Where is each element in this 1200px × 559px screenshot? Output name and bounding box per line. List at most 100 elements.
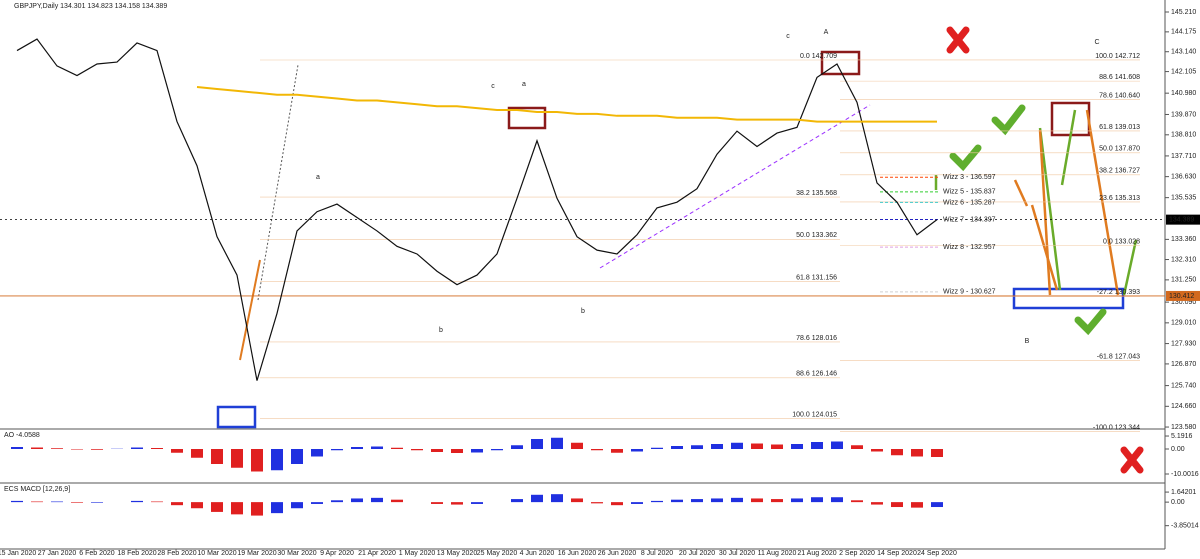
checkmarks xyxy=(946,26,1144,474)
price-marker-label: 130.412 xyxy=(1169,293,1194,300)
histogram-bar xyxy=(911,502,923,508)
checkmark xyxy=(991,104,1026,136)
histogram-bar xyxy=(831,441,843,449)
histogram-bar xyxy=(511,499,523,503)
y-tick-label: 144.175 xyxy=(1171,29,1196,36)
histogram-bar xyxy=(711,498,723,503)
x-mark xyxy=(946,26,970,54)
fib-label: 50.0 137.870 xyxy=(1099,146,1140,153)
wizz-label: Wizz 3 - 136.597 xyxy=(943,174,996,181)
chart-title: GBPJPY,Daily 134.301 134.823 134.158 134… xyxy=(14,3,167,10)
histogram-bar xyxy=(371,446,383,449)
histogram-bar xyxy=(691,445,703,449)
price-marker xyxy=(1166,214,1200,225)
histogram-bar xyxy=(651,500,663,503)
fib-label: 100.0 142.712 xyxy=(1095,53,1140,60)
histogram-bar xyxy=(671,499,683,503)
x-mark xyxy=(1120,446,1144,474)
panel-title: AO -4.0588 xyxy=(4,432,40,439)
y-tick-label: 123.580 xyxy=(1171,424,1196,431)
x-tick-label: 19 Mar 2020 xyxy=(237,550,276,557)
histogram-bar xyxy=(391,499,403,503)
arrow xyxy=(1085,109,1120,296)
x-tick-label: 8 Jul 2020 xyxy=(641,550,673,557)
wave-label: A xyxy=(824,29,829,36)
trend-line xyxy=(599,104,871,269)
histogram-bar xyxy=(331,500,343,503)
wave-label: B xyxy=(1025,338,1030,345)
wizz-label: Wizz 9 - 130.627 xyxy=(943,289,996,296)
x-tick-label: 14 Sep 2020 xyxy=(877,550,917,557)
histogram-bar xyxy=(31,501,43,503)
y-tick-label: 133.360 xyxy=(1171,236,1196,243)
y-tick-label: 5.1916 xyxy=(1171,433,1193,440)
histogram-bar xyxy=(531,494,543,503)
histogram-bar xyxy=(831,497,843,503)
histogram-bar xyxy=(171,502,183,506)
box xyxy=(820,50,861,76)
histogram-bar xyxy=(571,498,583,503)
wave-label: C xyxy=(1094,39,1099,46)
checkmark xyxy=(1074,308,1107,336)
fib-label: 88.6 126.146 xyxy=(796,371,837,378)
box xyxy=(1012,287,1125,310)
frame xyxy=(0,0,1166,550)
x-tick-label: 25 May 2020 xyxy=(477,550,518,557)
histogram-bar xyxy=(471,449,483,453)
histogram-bar xyxy=(91,502,103,503)
histogram-bar xyxy=(751,443,763,449)
histogram-bar xyxy=(231,502,243,515)
histogram-bar xyxy=(151,501,163,503)
y-tick-label: 0.00 xyxy=(1171,446,1185,453)
histogram-bar xyxy=(51,448,63,449)
histogram-bar xyxy=(871,449,883,452)
x-tick-label: 11 Aug 2020 xyxy=(758,550,797,557)
histogram-bar xyxy=(91,449,103,450)
histogram-bar xyxy=(591,449,603,451)
arrow xyxy=(1038,127,1062,291)
histogram-bar xyxy=(551,437,563,449)
wave-label: c xyxy=(491,83,495,90)
fib-label: 23.6 135.313 xyxy=(1099,195,1140,202)
checkmark xyxy=(949,144,982,172)
histogram-bar xyxy=(71,502,83,503)
arrow xyxy=(1122,239,1138,296)
histogram-bar xyxy=(31,447,43,449)
histogram-bar xyxy=(491,449,503,451)
price-marker xyxy=(1166,290,1200,301)
histogram-bar xyxy=(251,449,263,472)
histogram-bar xyxy=(351,498,363,503)
histogram-bar xyxy=(791,498,803,503)
histogram-bar xyxy=(631,502,643,504)
histogram-bar xyxy=(531,439,543,449)
histogram-bar xyxy=(311,502,323,504)
y-tick-label: 125.740 xyxy=(1171,382,1196,389)
y-tick-label: 0.00 xyxy=(1171,499,1185,506)
histogram-bar xyxy=(311,449,323,457)
histogram-bar xyxy=(411,449,423,451)
x-tick-label: 27 Jan 2020 xyxy=(38,550,77,557)
histogram-bar xyxy=(451,502,463,505)
x-tick-label: 28 Feb 2020 xyxy=(157,550,196,557)
histogram-bar xyxy=(11,500,23,503)
histogram-bar xyxy=(631,449,643,452)
arrow xyxy=(1060,109,1077,186)
histogram-bar xyxy=(211,449,223,464)
histogram-bar xyxy=(291,502,303,509)
x-tick-label: 9 Apr 2020 xyxy=(320,550,354,557)
histogram-bar xyxy=(51,501,63,503)
wave-label: a xyxy=(522,81,526,88)
x-tick-label: 16 Jun 2020 xyxy=(558,550,597,557)
histogram-bar xyxy=(391,447,403,449)
wizz-label: Wizz 7 - 134.397 xyxy=(943,216,996,223)
histogram-bar xyxy=(371,497,383,503)
histogram-bar xyxy=(871,502,883,505)
y-tick-label: 131.250 xyxy=(1171,277,1196,284)
histogram-bar xyxy=(931,449,943,457)
y-tick-label: 143.140 xyxy=(1171,49,1196,56)
histogram-bar xyxy=(551,494,563,503)
y-tick-label: 145.210 xyxy=(1171,9,1196,16)
wizz-label: Wizz 5 - 135.837 xyxy=(943,189,996,196)
histogram-bar xyxy=(131,500,143,503)
panel-title: ECS MACD [12,26,9] xyxy=(4,486,70,493)
